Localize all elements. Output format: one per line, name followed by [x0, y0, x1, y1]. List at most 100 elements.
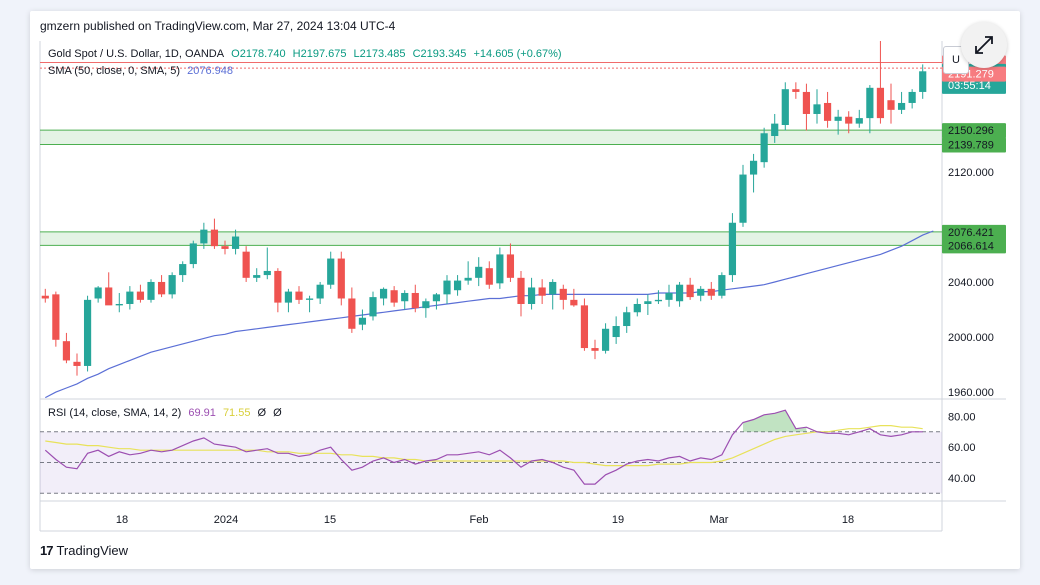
candle-body [284, 291, 293, 303]
candle-body [855, 118, 863, 124]
candle-body [686, 284, 694, 298]
change-value: +14.605 (+0.67%) [473, 48, 562, 60]
candle-body [126, 291, 134, 304]
candle-body [728, 222, 737, 276]
candle-body [475, 266, 483, 278]
tradingview-logo-icon: 17 [40, 543, 54, 558]
candle-body [295, 291, 303, 300]
brand-name: TradingView [56, 543, 129, 558]
candle-body [718, 275, 726, 296]
rsi-line [44, 409, 923, 485]
candle-body [62, 341, 71, 361]
candle-body [231, 236, 240, 249]
candle-body [771, 123, 779, 137]
price-tick-label: 2000.000 [948, 332, 994, 344]
candle-body [813, 104, 821, 114]
candle-body [200, 229, 208, 244]
candle-body [506, 254, 515, 278]
rsi-extra-1: Ø [257, 407, 267, 419]
expand-icon [975, 36, 993, 54]
candle-body [697, 288, 705, 296]
candle-body [760, 133, 768, 163]
header-legend: Gold Spot / U.S. Dollar, 1D, OANDA O2178… [48, 48, 566, 60]
unit-button[interactable]: U [943, 46, 969, 74]
candle-body [83, 299, 92, 366]
price-label-support: 2139.789 [948, 140, 994, 152]
price-tick-label: 2040.000 [948, 277, 994, 289]
time-tick-label: Feb [470, 514, 489, 526]
candle-body [390, 290, 398, 303]
candle-body [305, 298, 314, 300]
candle-body [41, 295, 49, 299]
candle-body [485, 268, 493, 285]
candle-body [633, 303, 641, 313]
price-tick-label: 2120.000 [948, 167, 994, 179]
candle-body [834, 116, 842, 121]
candle-body [432, 294, 441, 302]
rsi-ma-line [45, 425, 923, 467]
candle-body [549, 281, 557, 295]
candle-body [115, 303, 123, 306]
price-tick-label: 1960.000 [948, 387, 994, 399]
candle-body [845, 116, 853, 124]
candle-body [210, 229, 219, 247]
time-tick-label: 19 [612, 514, 624, 526]
candle-body [908, 91, 916, 103]
expand-button[interactable] [961, 22, 1007, 68]
rsi-legend: RSI (14, close, SMA, 14, 2) 69.91 71.55 … [48, 407, 286, 419]
candle-body [919, 71, 927, 92]
candle-body [887, 100, 895, 110]
candle-body [263, 270, 271, 276]
price-label-support: 2150.296 [948, 125, 994, 137]
sma-legend: SMA (50, close, 0, SMA, 5) 2076.948 [48, 65, 237, 77]
candle-body [316, 284, 324, 299]
candle-body [866, 87, 874, 119]
sma-label: SMA (50, close, 0, SMA, 5) [48, 65, 181, 77]
support-zone-lower [40, 231, 942, 246]
candle-body [517, 277, 525, 304]
rsi-overbought-fill [743, 410, 807, 432]
high-value: H2197.675 [292, 48, 347, 60]
candle-body [496, 254, 504, 284]
rsi-tick-label: 80.00 [948, 411, 976, 423]
candle-body [105, 287, 113, 306]
candle-body [221, 246, 229, 249]
candle-body [136, 291, 145, 300]
support-zone-upper [40, 130, 942, 145]
publisher-line: gmzern published on TradingView.com, Mar… [40, 19, 396, 33]
candle-body [665, 292, 673, 300]
candle-body [94, 287, 102, 299]
candle-body [644, 301, 652, 304]
candle-body [422, 301, 430, 309]
candle-body [580, 305, 589, 349]
low-value: L2173.485 [353, 48, 406, 60]
candle-body [453, 280, 462, 291]
candle-body [242, 251, 250, 278]
candle-body [792, 89, 800, 92]
candle-body [348, 298, 356, 329]
candle-body [823, 102, 832, 121]
candle-body [253, 275, 261, 278]
candle-body [73, 361, 81, 366]
time-tick-label: Mar [710, 514, 729, 526]
candle-body [464, 277, 472, 281]
rsi-tick-label: 40.00 [948, 473, 976, 485]
candle-body [358, 317, 367, 325]
candle-body [654, 299, 663, 302]
candle-body [675, 284, 684, 302]
candle-body [168, 275, 176, 295]
price-tag-support [942, 224, 1006, 240]
candle-body [527, 287, 536, 304]
candle-body [623, 312, 631, 327]
sma-line [45, 230, 934, 399]
candle-body [401, 292, 409, 302]
symbol-title: Gold Spot / U.S. Dollar, 1D, OANDA [48, 48, 225, 60]
price-tag-support [942, 123, 1006, 139]
candle-body [274, 270, 282, 303]
candle-body [559, 288, 567, 300]
price-label-support: 2076.421 [948, 227, 994, 239]
tradingview-brand[interactable]: 17 TradingView [40, 543, 128, 558]
chart-svg[interactable]: 2040.0002000.0001960.0002120.0002199.360… [30, 11, 1020, 569]
time-tick-label: 18 [842, 514, 854, 526]
candle-body [327, 258, 335, 285]
